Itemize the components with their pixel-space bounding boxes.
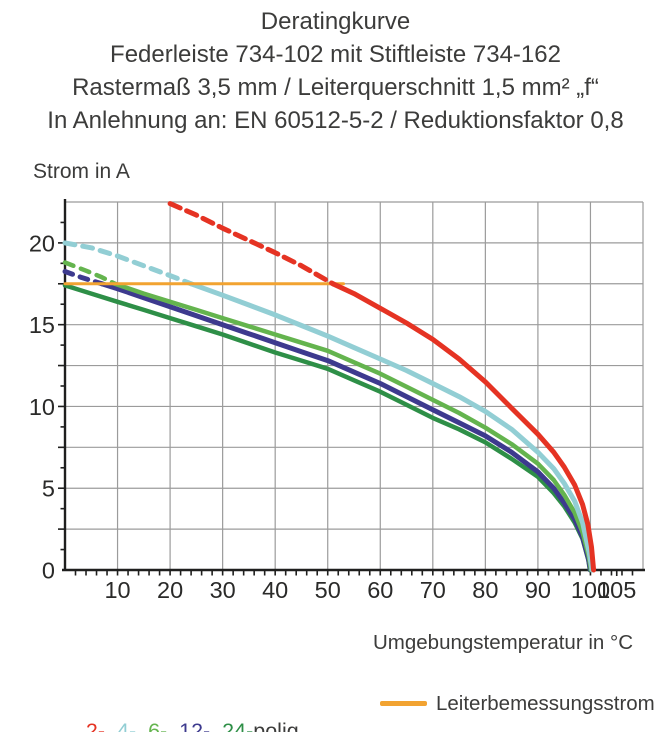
y-tick-labels: 0 5 10 15 20 xyxy=(29,230,55,583)
curve-4-polig-dashed xyxy=(62,240,194,287)
axes xyxy=(62,199,645,572)
curve-12-polig xyxy=(99,281,593,573)
gridlines xyxy=(65,201,644,570)
x-tick-label-40: 40 xyxy=(262,577,288,603)
orange-line-swatch xyxy=(380,701,427,706)
title-line-4: In Anlehnung an: EN 60512-5-2 / Reduktio… xyxy=(47,107,624,134)
legend-ref-label: Leiterbemessungsstrom xyxy=(436,692,655,715)
curve-2-polig xyxy=(330,281,597,573)
y-tick-label-0: 0 xyxy=(42,558,55,584)
series xyxy=(62,201,597,573)
title-line-2: Federleiste 734-102 mit Stiftleiste 734-… xyxy=(110,41,561,68)
x-tick-label-20: 20 xyxy=(157,577,183,603)
legend-poles-label: 2-, 4-, 6-, 12-, 24-polig xyxy=(62,694,299,732)
legend-pole-12: 12-, xyxy=(179,719,223,732)
x-tick-label-50: 50 xyxy=(315,577,341,603)
x-tick-label-10: 10 xyxy=(104,577,130,603)
curve-4-polig xyxy=(188,281,595,573)
y-tick-label-5: 5 xyxy=(42,476,55,502)
legend-pole-6: 6-, xyxy=(148,719,180,732)
x-tick-label-70: 70 xyxy=(420,577,446,603)
title-line-1: Deratingkurve xyxy=(260,8,411,35)
x-tick-label-105: 105 xyxy=(597,577,636,603)
x-tick-label-60: 60 xyxy=(367,577,393,603)
axis-ticks xyxy=(58,221,634,576)
legend-poles-suffix: polig xyxy=(253,719,299,732)
curve-2-polig-dashed xyxy=(167,201,336,287)
y-axis-title: Strom in A xyxy=(33,160,130,183)
chart-title-block: Deratingkurve Federleiste 734-102 mit St… xyxy=(0,5,671,137)
y-tick-label-15: 15 xyxy=(29,312,55,338)
x-tick-label-100: 100 xyxy=(571,577,610,603)
y-tick-label-10: 10 xyxy=(29,394,55,420)
legend-pole-24: 24- xyxy=(222,719,254,732)
x-tick-label-80: 80 xyxy=(472,577,498,603)
x-tick-label-30: 30 xyxy=(210,577,236,603)
legend-pole-2: 2-, xyxy=(85,719,117,732)
title-line-3: Rastermaß 3,5 mm / Leiterquerschnitt 1,5… xyxy=(72,74,599,101)
legend-pole-4: 4-, xyxy=(116,719,149,732)
curve-12-polig-dashed xyxy=(62,269,105,287)
y-tick-label-20: 20 xyxy=(29,230,55,256)
x-tick-label-90: 90 xyxy=(525,577,551,603)
x-axis-title: Umgebungstemperatur in °C xyxy=(373,631,634,654)
curve-6-polig xyxy=(112,281,594,573)
